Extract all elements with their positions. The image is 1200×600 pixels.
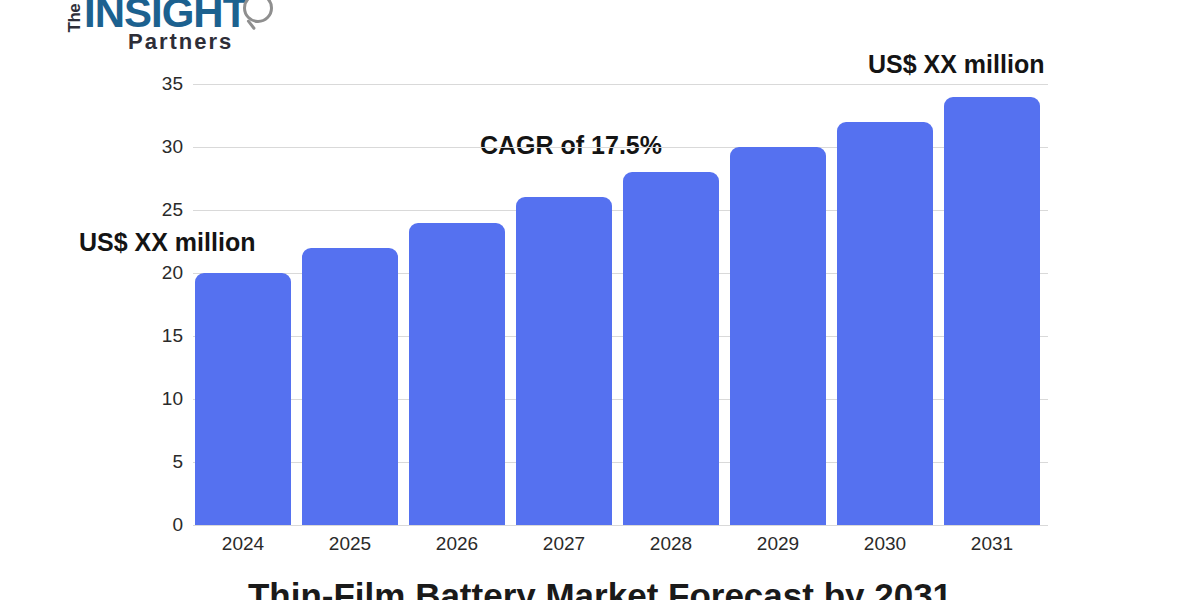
bar-2027: [516, 197, 612, 525]
y-tick-label-35: 35: [123, 73, 183, 95]
bar-2025: [302, 248, 398, 525]
x-tick-label-2031: 2031: [942, 533, 1042, 555]
bar-2024: [195, 273, 291, 525]
chart-page: The INSIGHT Partners US$ XX million CAGR…: [0, 0, 1200, 600]
bar-chart-plot-area: 0510152025303520242025202620272028202920…: [0, 0, 1200, 600]
x-tick-label-2024: 2024: [193, 533, 293, 555]
x-tick-label-2030: 2030: [835, 533, 935, 555]
y-tick-label-5: 5: [123, 451, 183, 473]
bar-2029: [730, 147, 826, 525]
bar-2028: [623, 172, 719, 525]
y-tick-label-15: 15: [123, 325, 183, 347]
x-tick-label-2027: 2027: [514, 533, 614, 555]
y-tick-label-25: 25: [123, 199, 183, 221]
bar-2031: [944, 97, 1040, 525]
x-tick-label-2025: 2025: [300, 533, 400, 555]
gridline-35: [193, 84, 1048, 85]
x-tick-label-2028: 2028: [621, 533, 721, 555]
y-tick-label-10: 10: [123, 388, 183, 410]
y-tick-label-20: 20: [123, 262, 183, 284]
y-tick-label-30: 30: [123, 136, 183, 158]
y-tick-label-0: 0: [123, 514, 183, 536]
x-tick-label-2029: 2029: [728, 533, 828, 555]
x-tick-label-2026: 2026: [407, 533, 507, 555]
chart-title: Thin-Film Battery Market Forecast by 203…: [0, 576, 1200, 600]
bar-2030: [837, 122, 933, 525]
bar-2026: [409, 223, 505, 525]
